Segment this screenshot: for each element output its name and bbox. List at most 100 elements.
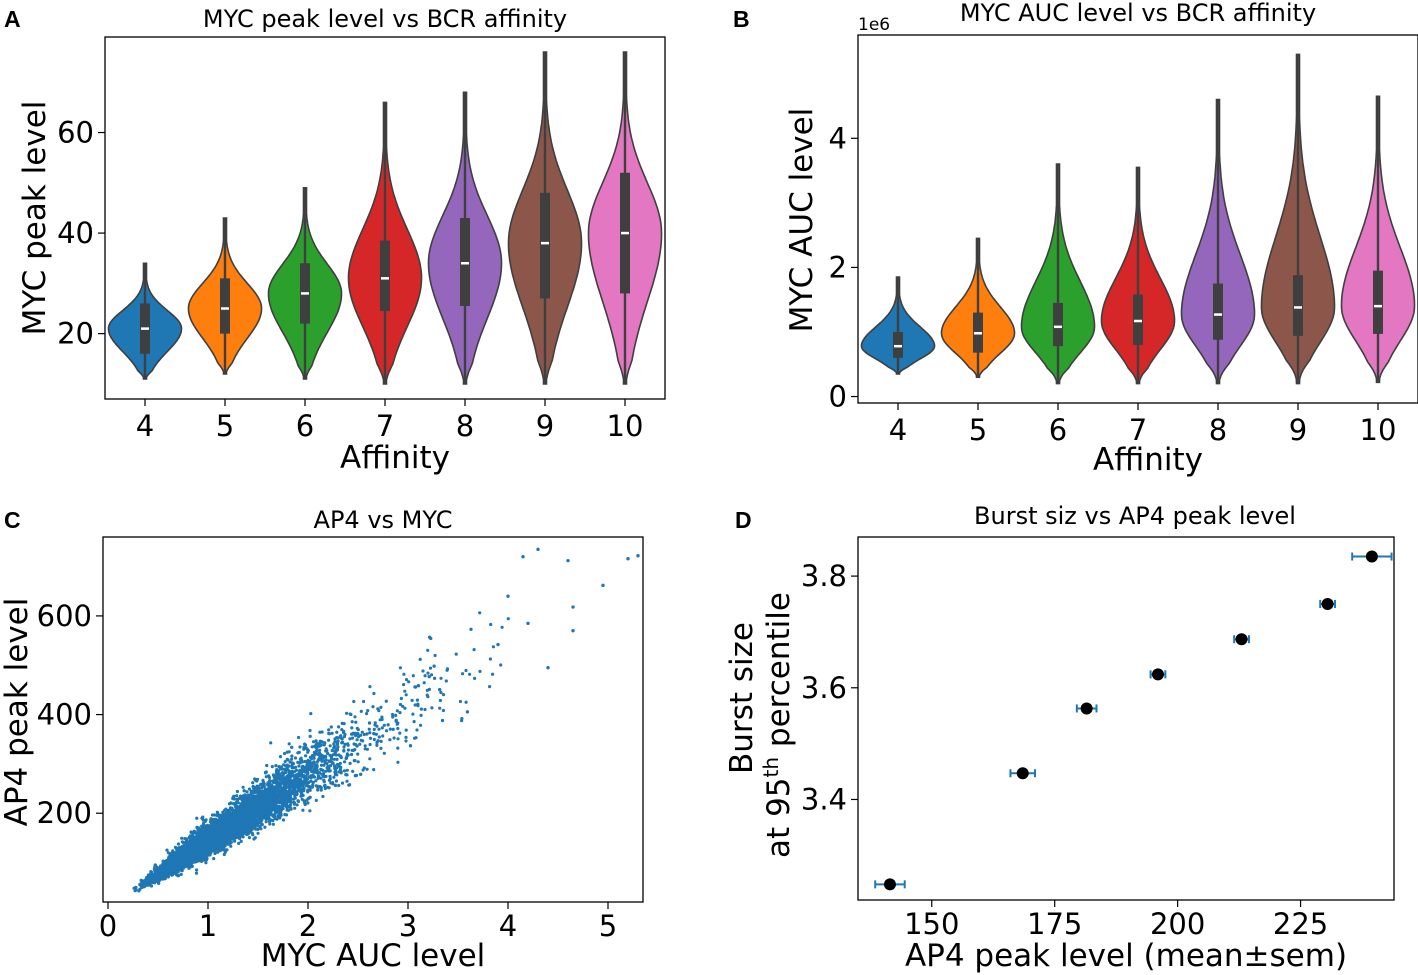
scatter-point bbox=[350, 726, 354, 730]
scatter-point bbox=[266, 781, 270, 785]
scatter-point bbox=[333, 764, 337, 768]
scatter-point bbox=[336, 736, 340, 740]
scatter-point bbox=[326, 751, 330, 756]
scatter-point bbox=[293, 756, 298, 760]
scatter-point bbox=[274, 792, 278, 796]
panel-a-label: A bbox=[4, 6, 21, 32]
scatter-point bbox=[343, 742, 347, 747]
scatter-point bbox=[283, 751, 287, 756]
scatter-point bbox=[292, 777, 296, 782]
panel-b-label: B bbox=[733, 6, 750, 32]
scatter-point bbox=[379, 746, 383, 751]
scatter-point bbox=[318, 748, 322, 752]
scatter-point bbox=[361, 768, 365, 772]
scatter-point bbox=[342, 745, 346, 749]
scatter-point bbox=[292, 766, 296, 770]
panel-b-x-tick-label: 5 bbox=[969, 413, 987, 447]
scatter-point bbox=[248, 828, 252, 832]
scatter-point bbox=[273, 812, 277, 816]
scatter-point bbox=[381, 734, 385, 738]
scatter-point bbox=[288, 760, 292, 764]
scatter-point bbox=[308, 728, 312, 733]
scatter-point bbox=[251, 781, 255, 785]
scatter-point bbox=[335, 762, 340, 767]
scatter-point bbox=[333, 770, 337, 774]
scatter-point bbox=[354, 734, 358, 738]
scatter-point bbox=[365, 712, 369, 716]
scatter-point bbox=[338, 761, 342, 766]
panel-a-x-tick-label: 10 bbox=[607, 409, 644, 443]
panel-c-label: C bbox=[4, 507, 21, 533]
scatter-point bbox=[415, 698, 419, 702]
scatter-point bbox=[270, 765, 274, 769]
scatter-point bbox=[418, 657, 422, 662]
scatter-point bbox=[350, 736, 355, 740]
scatter-point bbox=[428, 666, 433, 670]
scatter-point bbox=[247, 787, 252, 791]
scatter-point bbox=[201, 821, 206, 826]
scatter-point bbox=[394, 713, 398, 718]
scatter-point bbox=[368, 742, 372, 747]
scatter-point bbox=[319, 776, 323, 780]
scatter-point bbox=[203, 857, 207, 861]
scatter-point bbox=[425, 693, 429, 697]
scatter-point bbox=[391, 712, 395, 717]
scatter-point bbox=[253, 777, 257, 781]
scatter-point bbox=[221, 810, 225, 814]
violin-iqr-box bbox=[1213, 283, 1223, 340]
panel-b-x-tick-label: 4 bbox=[889, 413, 907, 447]
scatter-point bbox=[260, 818, 264, 823]
panel-a-title: MYC peak level vs BCR affinity bbox=[203, 5, 567, 33]
scatter-point bbox=[304, 766, 308, 770]
panel-c-title: AP4 vs MYC bbox=[314, 506, 453, 534]
panel-c-y-axis-label: AP4 peak level bbox=[0, 598, 35, 827]
scatter-point bbox=[204, 855, 208, 859]
panel-b-x-tick-label: 7 bbox=[1129, 413, 1147, 447]
scatter-point bbox=[388, 738, 392, 742]
scatter-point bbox=[334, 779, 338, 783]
scatter-point bbox=[305, 760, 309, 764]
scatter-point bbox=[325, 766, 329, 770]
scatter-point bbox=[212, 857, 216, 861]
scatter-point bbox=[412, 720, 416, 724]
scatter-point bbox=[276, 795, 280, 799]
scatter-point bbox=[291, 762, 295, 766]
panel-b-y-tick-label: 0 bbox=[829, 380, 847, 414]
scatter-point bbox=[315, 749, 319, 753]
scatter-point bbox=[273, 815, 277, 819]
scatter-point bbox=[329, 725, 333, 729]
scatter-point bbox=[295, 803, 299, 807]
panel-c-y-tick-label: 400 bbox=[37, 698, 92, 732]
scatter-point bbox=[280, 781, 284, 785]
scatter-point bbox=[251, 833, 255, 837]
scatter-point bbox=[430, 673, 434, 677]
scatter-point bbox=[392, 736, 396, 740]
scatter-point bbox=[464, 668, 468, 673]
panel-c-x-axis-label: MYC AUC level bbox=[261, 938, 486, 974]
scatter-point bbox=[377, 727, 381, 731]
scatter-point bbox=[306, 801, 310, 805]
scatter-point bbox=[199, 859, 204, 864]
scatter-point bbox=[379, 739, 383, 744]
scatter-point bbox=[421, 669, 425, 673]
scatter-point bbox=[377, 735, 381, 739]
scatter-point bbox=[488, 657, 492, 661]
scatter-point bbox=[233, 839, 237, 843]
scatter-point bbox=[342, 769, 347, 773]
scatter-point bbox=[342, 735, 347, 739]
panel-a-x-tick-label: 6 bbox=[296, 409, 314, 443]
scatter-point bbox=[195, 868, 199, 872]
panel-c-y-tick-label: 200 bbox=[37, 796, 92, 830]
scatter-point bbox=[404, 739, 408, 743]
panel-b-x-tick-label: 8 bbox=[1209, 413, 1227, 447]
scatter-point bbox=[382, 751, 386, 755]
scatter-point bbox=[254, 790, 258, 795]
violin-iqr-box bbox=[1373, 270, 1383, 334]
scatter-point bbox=[328, 744, 332, 748]
scatter-point bbox=[314, 739, 318, 743]
scatter-point bbox=[247, 836, 251, 840]
scatter-point bbox=[201, 815, 205, 819]
scatter-point bbox=[261, 781, 265, 785]
scatter-point bbox=[251, 794, 255, 798]
scatter-point bbox=[353, 748, 357, 752]
